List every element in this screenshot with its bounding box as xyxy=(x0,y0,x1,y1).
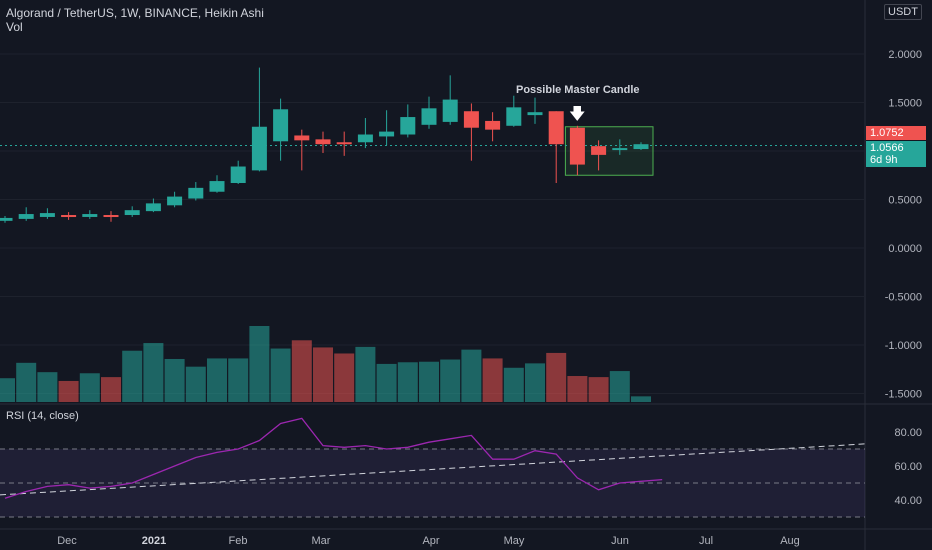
volume-bar xyxy=(16,362,37,402)
candle-body xyxy=(209,181,225,192)
volume-bar xyxy=(143,343,164,402)
rsi-pane: 80.00 60.00 40.00 xyxy=(0,417,922,518)
volume-label: Vol xyxy=(6,20,23,34)
candle-body xyxy=(485,120,501,130)
countdown: 6d 9h xyxy=(870,154,898,166)
x-tick-label: 2021 xyxy=(142,535,166,547)
rsi-line xyxy=(4,417,663,499)
volume-bar xyxy=(37,372,58,402)
candle-body xyxy=(103,215,119,218)
candle-body xyxy=(251,126,267,171)
volume-bars xyxy=(0,326,651,402)
y-tick-label: 0.5000 xyxy=(888,195,922,207)
volume-bar xyxy=(0,378,15,402)
candle-body xyxy=(421,108,437,125)
time-axis: Dec 2021 Feb Mar Apr May Jun Jul Aug xyxy=(57,535,800,547)
x-tick-label: Jul xyxy=(699,535,713,547)
y-tick-label: -1.0000 xyxy=(885,340,922,352)
x-tick-label: Jun xyxy=(611,535,629,547)
rsi-trendline xyxy=(0,443,866,496)
candle-body xyxy=(591,146,607,155)
candle-body xyxy=(61,215,77,218)
candle-body xyxy=(442,99,458,122)
candle-body xyxy=(612,148,628,151)
volume-bar xyxy=(609,371,630,402)
last-price-badge: 1.0752 xyxy=(866,126,926,140)
candle-body xyxy=(315,139,331,145)
candle-body xyxy=(0,217,13,221)
rsi-label: RSI (14, close) xyxy=(6,410,79,422)
volume-bar xyxy=(440,359,461,402)
candle-body xyxy=(188,187,204,199)
volume-bar xyxy=(419,361,439,402)
y-tick-label: -1.5000 xyxy=(885,389,922,401)
candle-body xyxy=(273,109,289,142)
volume-bar xyxy=(503,367,524,402)
volume-bar xyxy=(58,380,79,402)
candle-body xyxy=(39,213,55,217)
x-tick-label: May xyxy=(504,535,525,547)
volume-bar xyxy=(207,358,227,402)
candle-body xyxy=(506,107,522,126)
volume-bar xyxy=(631,396,651,402)
volume-bar xyxy=(482,358,503,402)
candle-body xyxy=(145,203,161,212)
volume-bar xyxy=(567,376,588,402)
rsi-tick-label: 80.00 xyxy=(894,427,922,439)
volume-bar xyxy=(525,363,545,402)
x-tick-label: Dec xyxy=(57,535,77,547)
candle-body xyxy=(294,135,310,141)
volume-bar xyxy=(101,377,121,402)
x-tick-label: Feb xyxy=(229,535,248,547)
currency-selector[interactable]: USDT xyxy=(884,4,922,20)
volume-bar xyxy=(185,366,206,402)
x-tick-label: Mar xyxy=(312,535,331,547)
candle-body xyxy=(230,166,246,184)
candles xyxy=(0,67,865,223)
y-tick-label: 0.0000 xyxy=(888,243,922,255)
current-price-value: 1.0566 xyxy=(870,142,904,154)
volume-bar xyxy=(249,326,270,402)
volume-bar xyxy=(546,352,567,402)
candle-body xyxy=(336,142,352,145)
candle-body xyxy=(357,134,373,143)
candle-body xyxy=(167,196,183,206)
down-arrow-icon: 🡇 xyxy=(569,106,586,123)
current-price-badge: 1.0566 6d 9h xyxy=(866,141,926,167)
candle-body xyxy=(82,214,98,217)
volume-bar xyxy=(334,353,355,402)
volume-bar xyxy=(228,358,249,402)
candle-body xyxy=(18,214,34,219)
candle-body xyxy=(124,210,140,216)
y-tick-label: -0.5000 xyxy=(885,292,922,304)
price-axis: 2.00001.50001.00000.50000.0000-0.5000-1.… xyxy=(885,49,922,401)
y-tick-label: 1.5000 xyxy=(888,98,922,110)
candle-body xyxy=(379,131,395,137)
volume-bar xyxy=(355,346,376,402)
volume-bar xyxy=(376,363,397,402)
volume-bar xyxy=(313,347,333,402)
candle-body xyxy=(463,111,479,128)
rsi-tick-label: 40.00 xyxy=(894,495,922,507)
volume-bar xyxy=(291,340,312,402)
volume-bar xyxy=(461,349,482,402)
candle-body xyxy=(569,127,585,165)
volume-bar xyxy=(164,358,185,402)
candle-body xyxy=(548,111,564,145)
candle-body xyxy=(400,117,416,135)
candle-body xyxy=(633,144,649,150)
x-tick-label: Apr xyxy=(422,535,439,547)
volume-bar xyxy=(270,348,291,402)
y-tick-label: 2.0000 xyxy=(888,49,922,61)
volume-bar xyxy=(397,362,418,402)
x-tick-label: Aug xyxy=(780,535,800,547)
chart-title: Algorand / TetherUS, 1W, BINANCE, Heikin… xyxy=(6,6,264,20)
volume-bar xyxy=(588,377,609,402)
volume-bar xyxy=(122,350,143,402)
annotation-label: Possible Master Candle xyxy=(516,84,640,96)
rsi-tick-label: 60.00 xyxy=(894,461,922,473)
candle-body xyxy=(527,112,543,116)
volume-bar xyxy=(79,373,100,402)
